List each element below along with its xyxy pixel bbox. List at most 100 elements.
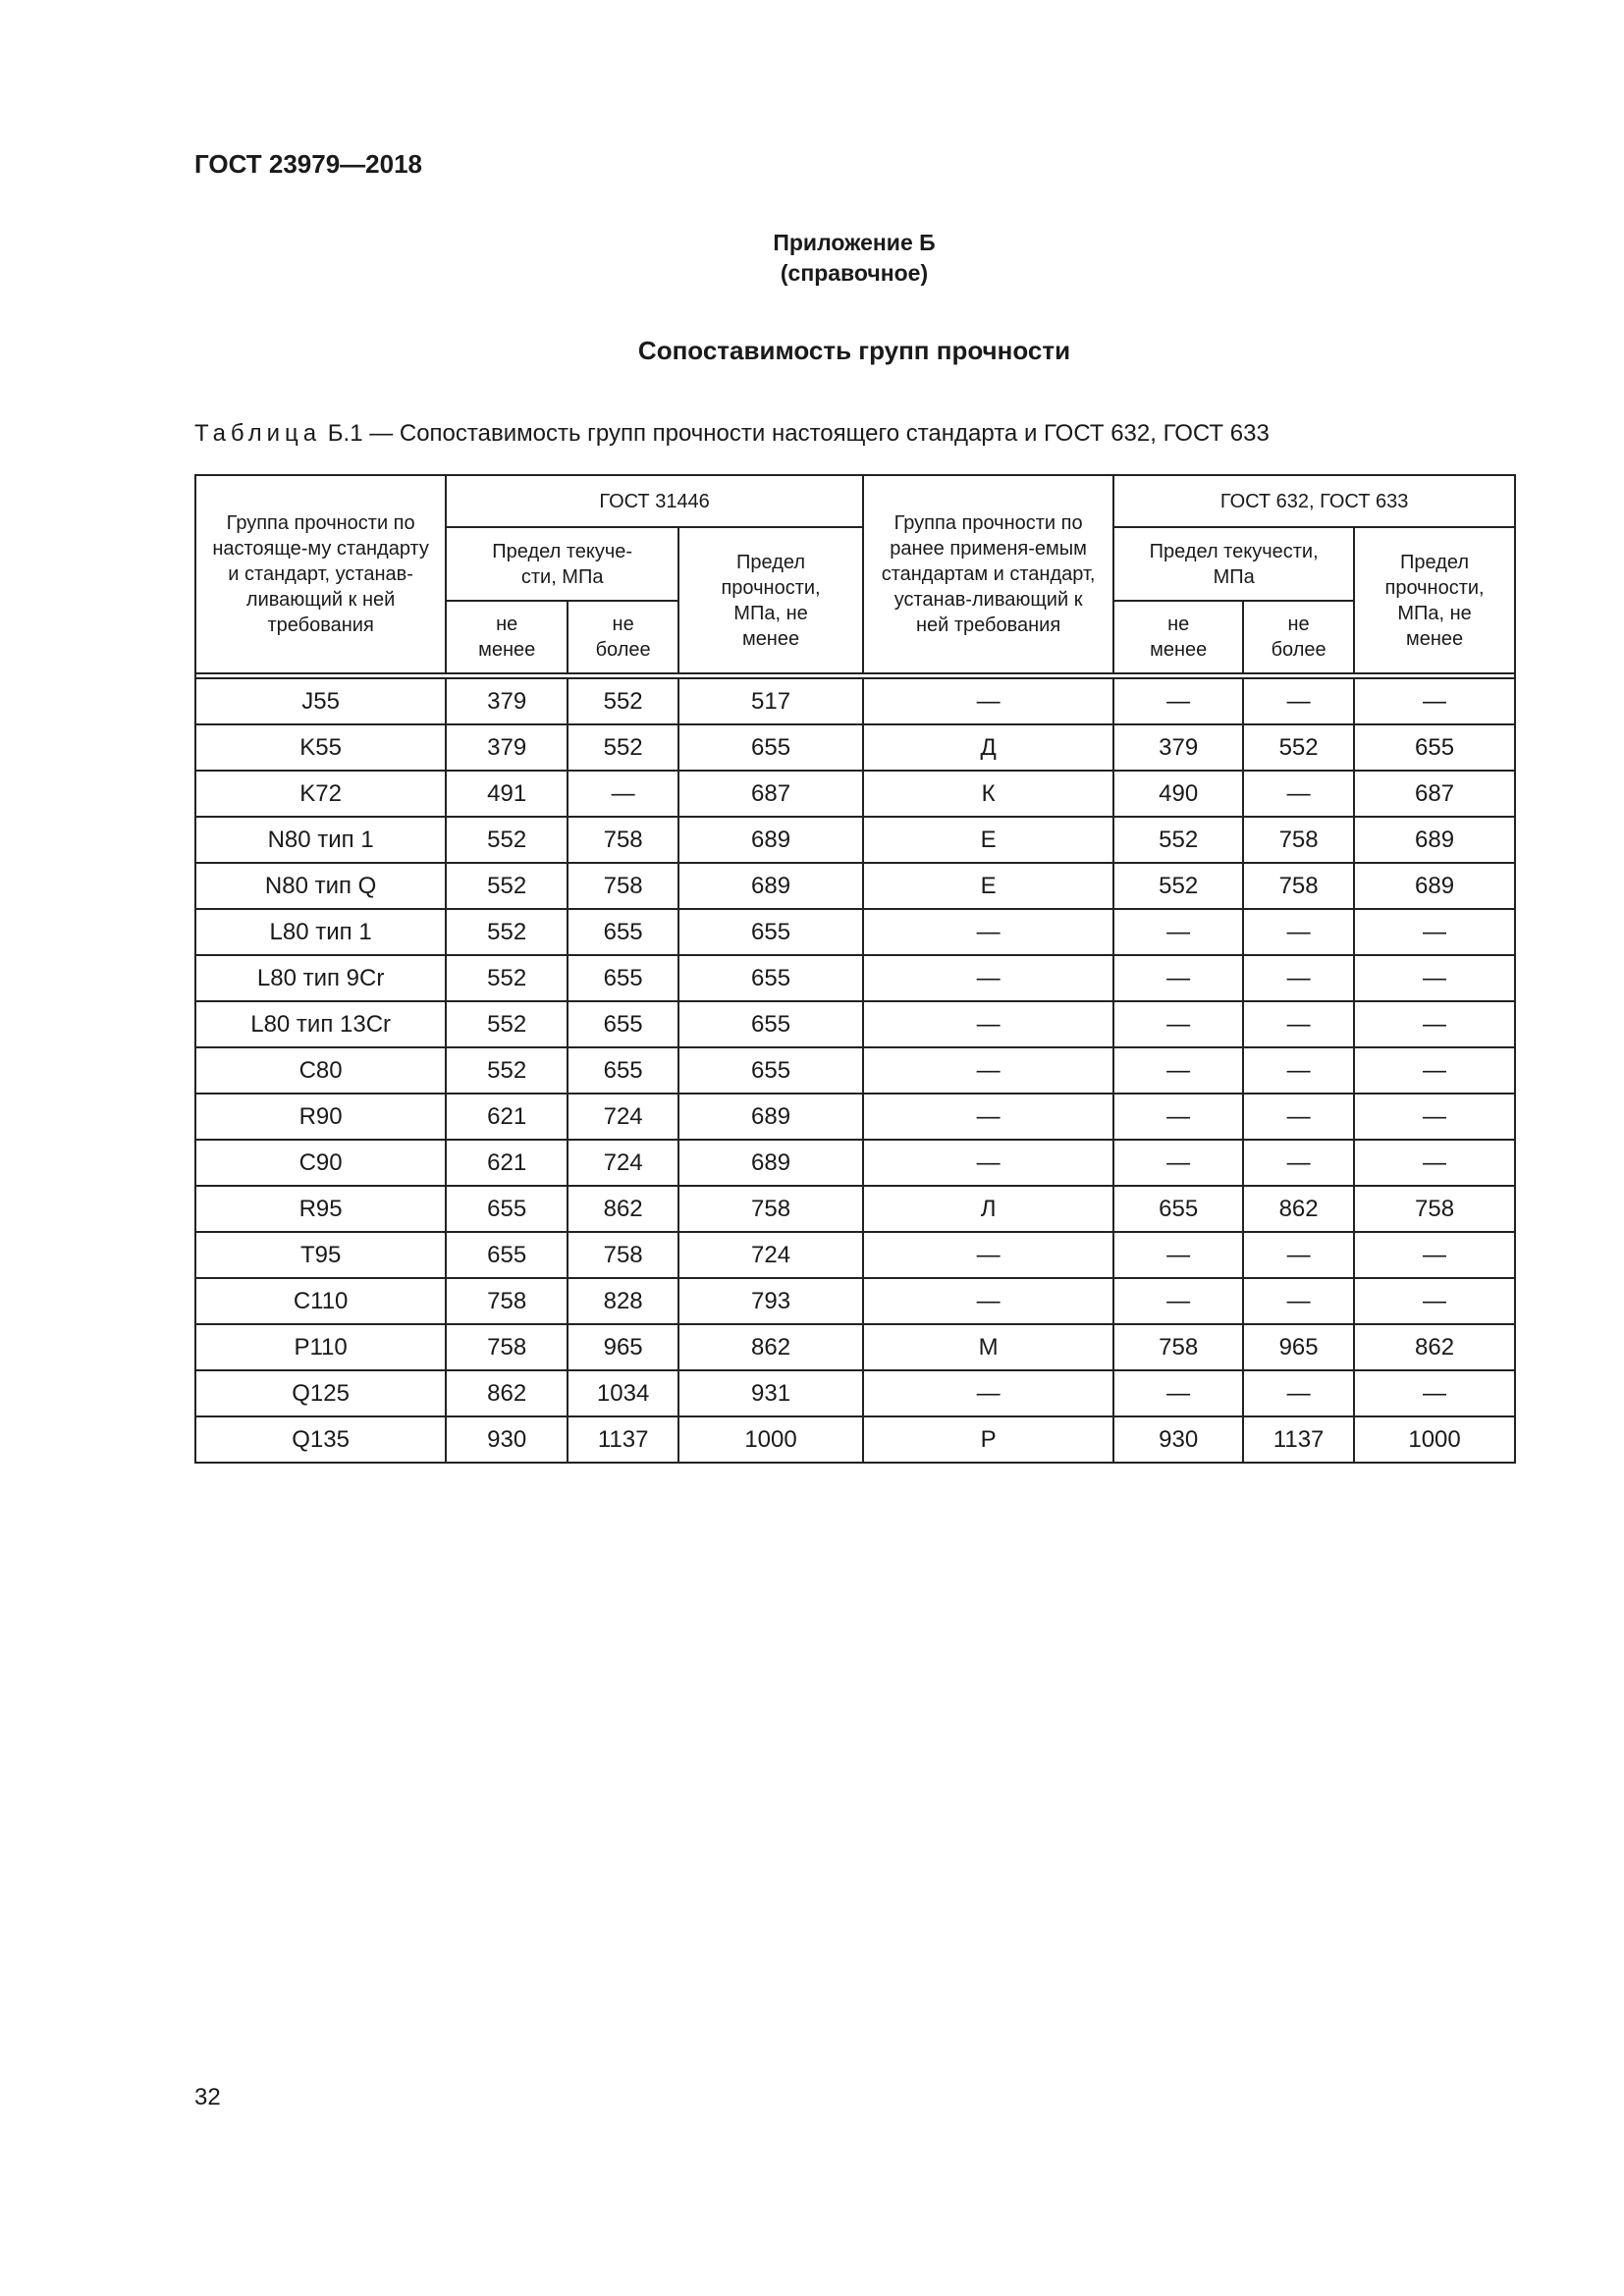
- table-row: C90 621 724 689— — — —: [193, 1139, 1516, 1187]
- table-cell: 689: [677, 1093, 864, 1141]
- table-cell: 655: [677, 1000, 864, 1048]
- strength-table: Группа прочности по настояще-му стандарт…: [193, 474, 1516, 1464]
- table-cell: 552: [1112, 816, 1245, 864]
- table-cell: 552: [1112, 862, 1245, 910]
- header-tensile2: Предел прочности, МПа, не менее: [1353, 526, 1516, 674]
- table-cell: 758: [1353, 1185, 1516, 1233]
- table-cell: 552: [445, 1046, 569, 1095]
- table-cell: Е: [861, 816, 1115, 864]
- table-cell: —: [861, 908, 1115, 956]
- table-cell: 552: [567, 677, 680, 725]
- table-cell: 655: [1112, 1185, 1245, 1233]
- table-cell: Q135: [193, 1415, 448, 1464]
- table-cell: 379: [445, 677, 569, 725]
- table-row: Q135 930 1137 1000 Р 930 1137 1000: [193, 1415, 1516, 1464]
- table-cell: —: [1353, 1277, 1516, 1325]
- table-cell: —: [1112, 677, 1245, 725]
- table-cell: —: [1242, 1369, 1356, 1417]
- table-cell: Д: [861, 723, 1115, 772]
- table-cell: —: [1353, 954, 1516, 1002]
- table-cell: 965: [567, 1323, 680, 1371]
- table-cell: Q125: [193, 1369, 448, 1417]
- table-cell: 1034: [567, 1369, 680, 1417]
- table-cell: —: [1242, 1093, 1356, 1141]
- table-cell: 930: [1112, 1415, 1245, 1464]
- table-cell: 552: [1242, 723, 1356, 772]
- table-cell: T95: [193, 1231, 448, 1279]
- table-cell: 687: [677, 770, 864, 818]
- table-row: L80 тип 9Cr 552 655 655— — — —: [193, 954, 1516, 1002]
- table-cell: —: [861, 1139, 1115, 1187]
- table-cell: —: [1242, 1046, 1356, 1095]
- table-cell: 655: [677, 908, 864, 956]
- table-cell: 689: [677, 862, 864, 910]
- table-cell: 724: [567, 1093, 680, 1141]
- table-cell: —: [1353, 1139, 1516, 1187]
- header-tensile: Предел прочности, МПа, не менее: [677, 526, 864, 674]
- table-cell: —: [1353, 1093, 1516, 1141]
- document-id: ГОСТ 23979—2018: [194, 149, 422, 179]
- table-cell: —: [1242, 770, 1356, 818]
- header-gost632: ГОСТ 632, ГОСТ 633: [1112, 474, 1516, 528]
- table-cell: —: [1353, 1369, 1516, 1417]
- table-cell: 655: [567, 954, 680, 1002]
- table-cell: —: [1242, 1139, 1356, 1187]
- table-cell: —: [1242, 954, 1356, 1002]
- table-row: N80 тип Q 552 758 689 Е 552 758 689: [193, 862, 1516, 910]
- table-cell: —: [1112, 1369, 1245, 1417]
- table-cell: —: [1242, 1000, 1356, 1048]
- table-cell: 724: [567, 1139, 680, 1187]
- table-cell: 655: [445, 1185, 569, 1233]
- table-row: T95 655 758 724— — — —: [193, 1231, 1516, 1279]
- table-cell: 862: [677, 1323, 864, 1371]
- table-cell: 689: [1353, 816, 1516, 864]
- table-cell: М: [861, 1323, 1115, 1371]
- table-cell: K72: [193, 770, 448, 818]
- table-cell: —: [1112, 1093, 1245, 1141]
- caption-prefix: Таблица: [194, 420, 322, 447]
- header-group-current: Группа прочности по настояще-му стандарт…: [193, 474, 448, 674]
- table-cell: J55: [193, 677, 448, 725]
- table-cell: 758: [1242, 816, 1356, 864]
- table-cell: 758: [1242, 862, 1356, 910]
- table-cell: —: [1353, 1000, 1516, 1048]
- table-cell: 552: [445, 1000, 569, 1048]
- table-cell: К: [861, 770, 1115, 818]
- table-cell: K55: [193, 723, 448, 772]
- table-cell: 379: [1112, 723, 1245, 772]
- table-row: R90 621 724 689— — — —: [193, 1093, 1516, 1141]
- table-cell: N80 тип 1: [193, 816, 448, 864]
- table-cell: —: [861, 1000, 1115, 1048]
- header-min: не менее: [445, 600, 569, 674]
- table-cell: 758: [445, 1323, 569, 1371]
- table-cell: —: [1353, 677, 1516, 725]
- table-cell: —: [1242, 908, 1356, 956]
- table-cell: 828: [567, 1277, 680, 1325]
- table-cell: 689: [677, 1139, 864, 1187]
- table-caption: Таблица Б.1 — Сопоставимость групп прочн…: [194, 420, 1270, 448]
- table-row: C110 758 828 793— — — —: [193, 1277, 1516, 1325]
- annex-heading: Приложение Б (справочное): [0, 228, 1624, 289]
- table-row: J55 379 552 517— — — —: [193, 677, 1516, 725]
- table-cell: 655: [567, 908, 680, 956]
- table-row: R95 655 862 758 Л 655 862 758: [193, 1185, 1516, 1233]
- table-cell: 490: [1112, 770, 1245, 818]
- table-cell: —: [1112, 1000, 1245, 1048]
- table-cell: 687: [1353, 770, 1516, 818]
- table-cell: —: [1112, 1046, 1245, 1095]
- table-cell: 965: [1242, 1323, 1356, 1371]
- caption-text: Б.1 — Сопоставимость групп прочности нас…: [321, 420, 1270, 447]
- table-cell: —: [567, 770, 680, 818]
- table-row: N80 тип 1 552 758 689 Е 552 758 689: [193, 816, 1516, 864]
- table-cell: —: [1112, 1277, 1245, 1325]
- table-cell: 655: [445, 1231, 569, 1279]
- table-row: C80 552 655 655— — — —: [193, 1046, 1516, 1095]
- page-number: 32: [194, 2084, 221, 2110]
- table-cell: Л: [861, 1185, 1115, 1233]
- table-cell: Е: [861, 862, 1115, 910]
- table-cell: 552: [445, 816, 569, 864]
- table-cell: N80 тип Q: [193, 862, 448, 910]
- table-cell: 689: [677, 816, 864, 864]
- section-title: Сопоставимость групп прочности: [637, 336, 1071, 365]
